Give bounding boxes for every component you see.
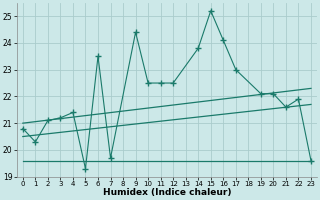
X-axis label: Humidex (Indice chaleur): Humidex (Indice chaleur) (103, 188, 231, 197)
